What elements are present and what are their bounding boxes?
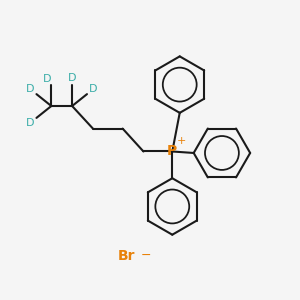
Text: P: P (167, 145, 177, 158)
Text: −: − (140, 249, 151, 262)
Text: Br: Br (118, 248, 135, 262)
Text: +: + (177, 136, 187, 146)
Text: D: D (89, 84, 97, 94)
Text: D: D (26, 84, 35, 94)
Text: D: D (43, 74, 52, 84)
Text: D: D (68, 73, 76, 83)
Text: D: D (26, 118, 35, 128)
